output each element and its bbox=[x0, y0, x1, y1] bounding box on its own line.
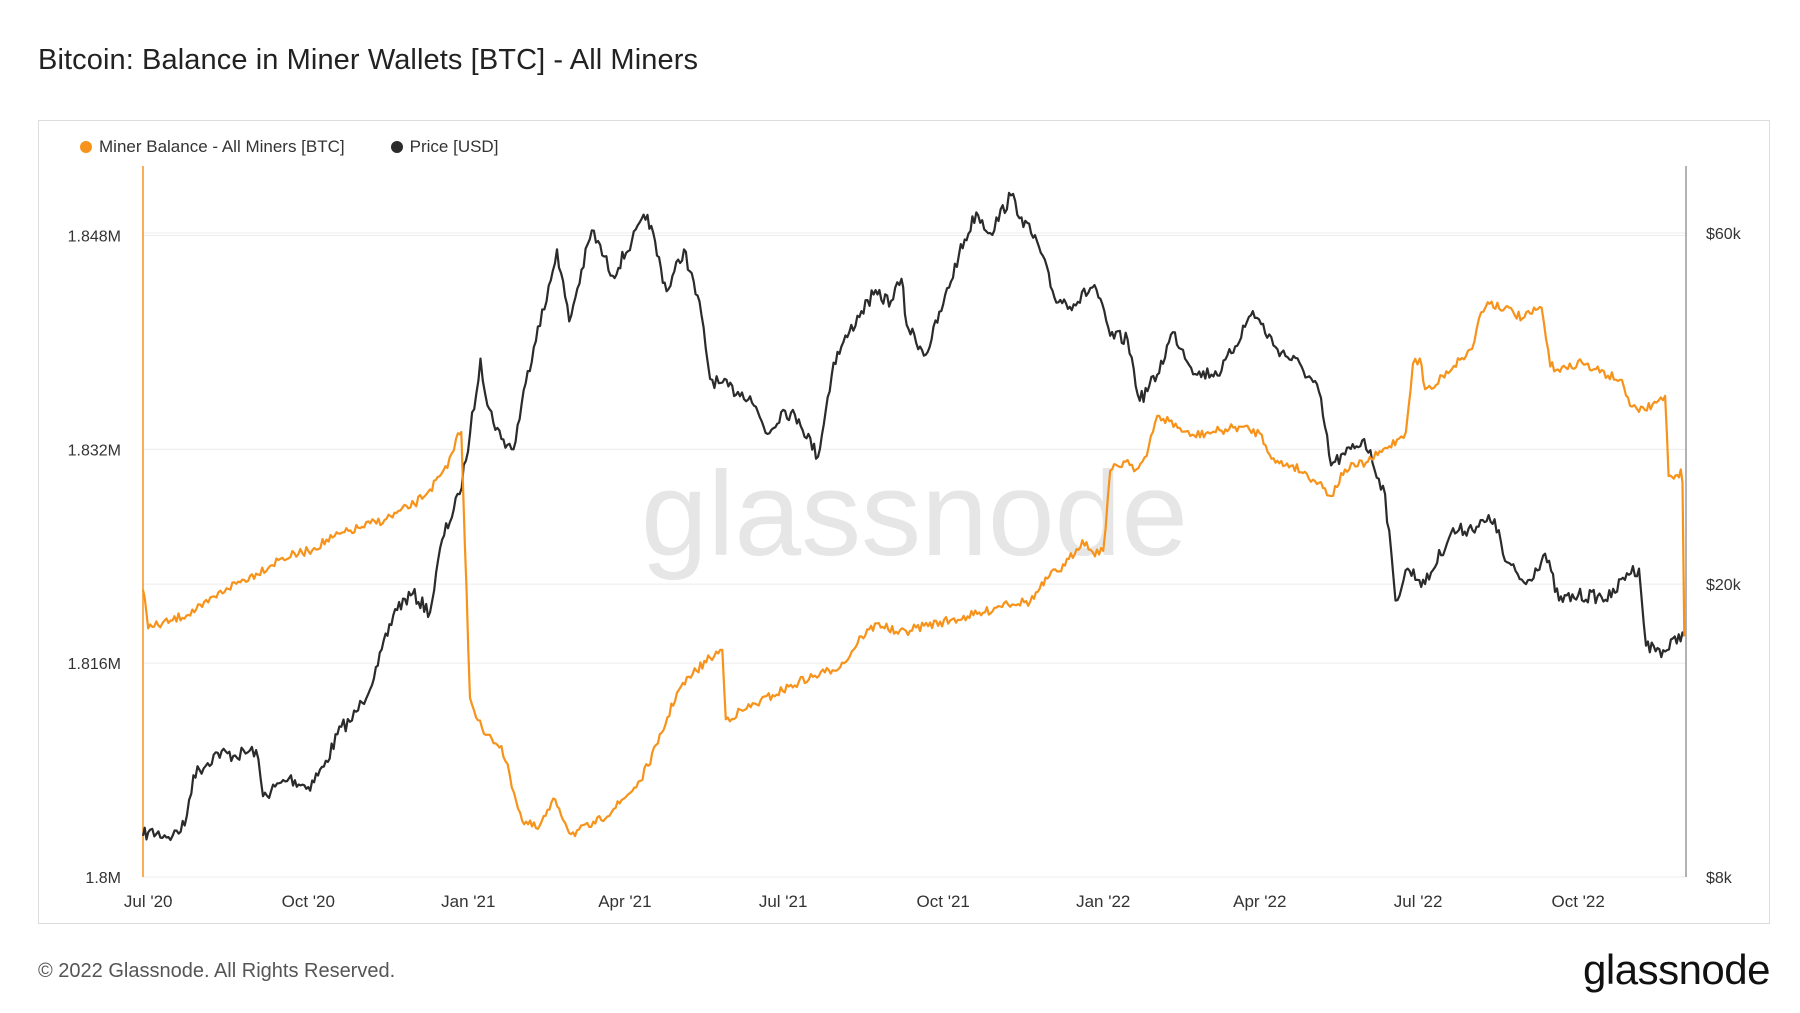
x-tick-label: Apr '21 bbox=[598, 892, 651, 911]
legend-item-price[interactable]: Price [USD] bbox=[390, 137, 499, 157]
legend-item-balance[interactable]: Miner Balance - All Miners [BTC] bbox=[80, 137, 345, 157]
x-tick-label: Oct '20 bbox=[282, 892, 335, 911]
y-right-tick-label: $8k bbox=[1706, 870, 1733, 887]
x-tick-label: Oct '21 bbox=[917, 892, 970, 911]
x-tick-label: Jan '21 bbox=[441, 892, 495, 911]
y-left-tick-label: 1.816M bbox=[68, 656, 121, 673]
legend: Miner Balance - All Miners [BTC] Price [… bbox=[80, 137, 498, 157]
price-legend-dot bbox=[390, 141, 403, 153]
legend-label-balance: Miner Balance - All Miners [BTC] bbox=[99, 137, 345, 156]
copyright-text: © 2022 Glassnode. All Rights Reserved. bbox=[38, 960, 396, 982]
watermark-text: glassnode bbox=[641, 447, 1188, 581]
x-tick-label: Apr '22 bbox=[1233, 892, 1286, 911]
y-right-tick-label: $20k bbox=[1706, 577, 1742, 594]
legend-label-price: Price [USD] bbox=[409, 137, 499, 156]
x-tick-label: Jul '22 bbox=[1394, 892, 1443, 911]
balance-series-line bbox=[141, 300, 1686, 838]
y-left-tick-label: 1.832M bbox=[68, 442, 121, 459]
price-series-line bbox=[141, 191, 1686, 842]
x-tick-label: Jul '20 bbox=[124, 892, 173, 911]
brand-logo[interactable]: glassnode bbox=[1583, 946, 1770, 993]
x-tick-label: Oct '22 bbox=[1551, 892, 1604, 911]
y-right-tick-label: $60k bbox=[1706, 226, 1742, 243]
x-tick-label: Jan '22 bbox=[1076, 892, 1130, 911]
y-left-tick-label: 1.8M bbox=[85, 870, 121, 887]
chart-frame bbox=[38, 120, 1770, 924]
balance-legend-dot bbox=[80, 141, 92, 153]
y-left-tick-label: 1.848M bbox=[68, 228, 121, 245]
chart-title: Bitcoin: Balance in Miner Wallets [BTC] … bbox=[38, 44, 699, 76]
x-tick-label: Jul '21 bbox=[759, 892, 808, 911]
